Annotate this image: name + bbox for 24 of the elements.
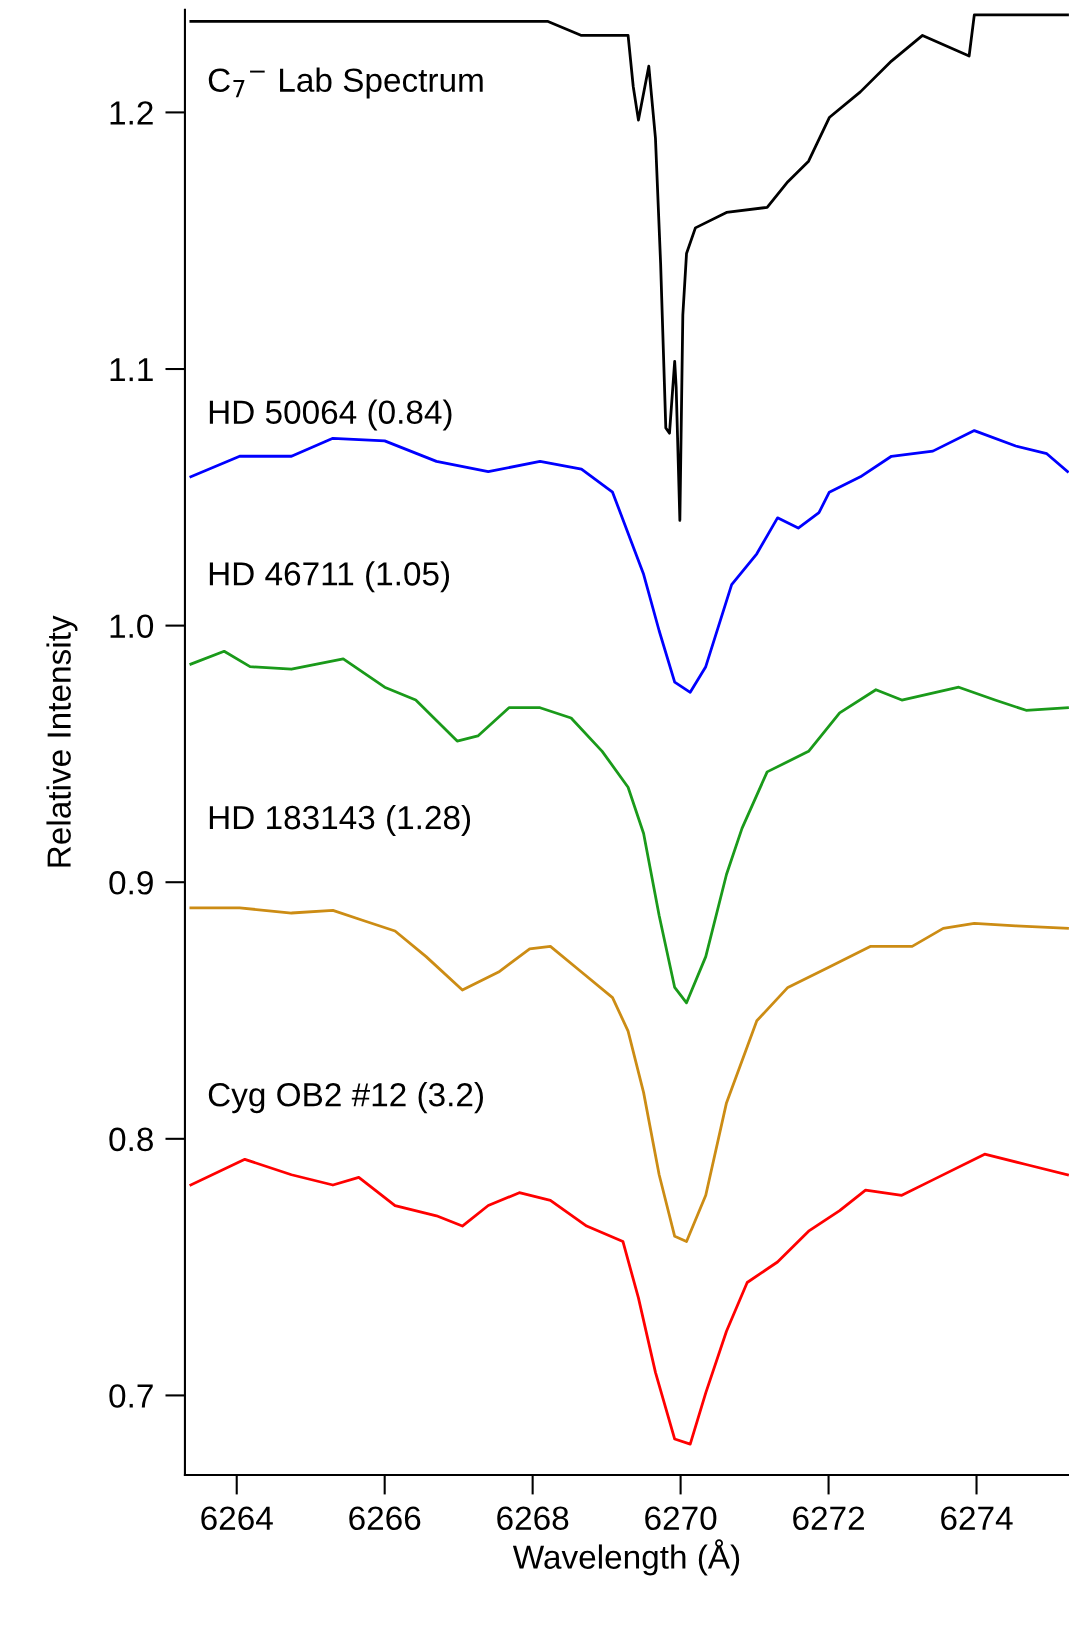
- line-series: [189, 649, 1069, 1005]
- x-tick-label: 6270: [645, 1506, 717, 1531]
- line-series: [189, 906, 1069, 1243]
- series-label: HD 50064 (0.84): [209, 399, 452, 431]
- y-tick-label: 1.1: [110, 358, 153, 382]
- y-tick-label: 1.2: [110, 101, 153, 125]
- series-label: C$_{7}$$^{−}$ Lab Spectrum: [208, 67, 483, 99]
- line-series: [189, 429, 1069, 694]
- x-tick-label: 6266: [349, 1506, 421, 1531]
- y-axis-title: Relative Intensity: [46, 615, 78, 867]
- y-tick-label: 1.0: [110, 614, 154, 639]
- line-series: [189, 1152, 1069, 1446]
- y-tick-label: 0.9: [109, 871, 153, 895]
- y-tick-label: 0.8: [109, 1127, 153, 1152]
- line-series: [189, 13, 1069, 522]
- series-label: HD 46711 (1.05): [209, 561, 450, 593]
- text: HD 183143 (1.28): [209, 804, 471, 837]
- x-tick-label: 6274: [941, 1506, 1013, 1531]
- y-tick-label: 0.7: [109, 1384, 153, 1408]
- x-tick-label: 6272: [793, 1506, 864, 1531]
- x-tick-label: 6264: [201, 1506, 273, 1531]
- series-label: Cyg OB2 #12 (3.2): [208, 1082, 483, 1114]
- x-tick-label: 6268: [497, 1506, 569, 1531]
- x-axis-title: Wavelength (Å): [512, 1539, 740, 1576]
